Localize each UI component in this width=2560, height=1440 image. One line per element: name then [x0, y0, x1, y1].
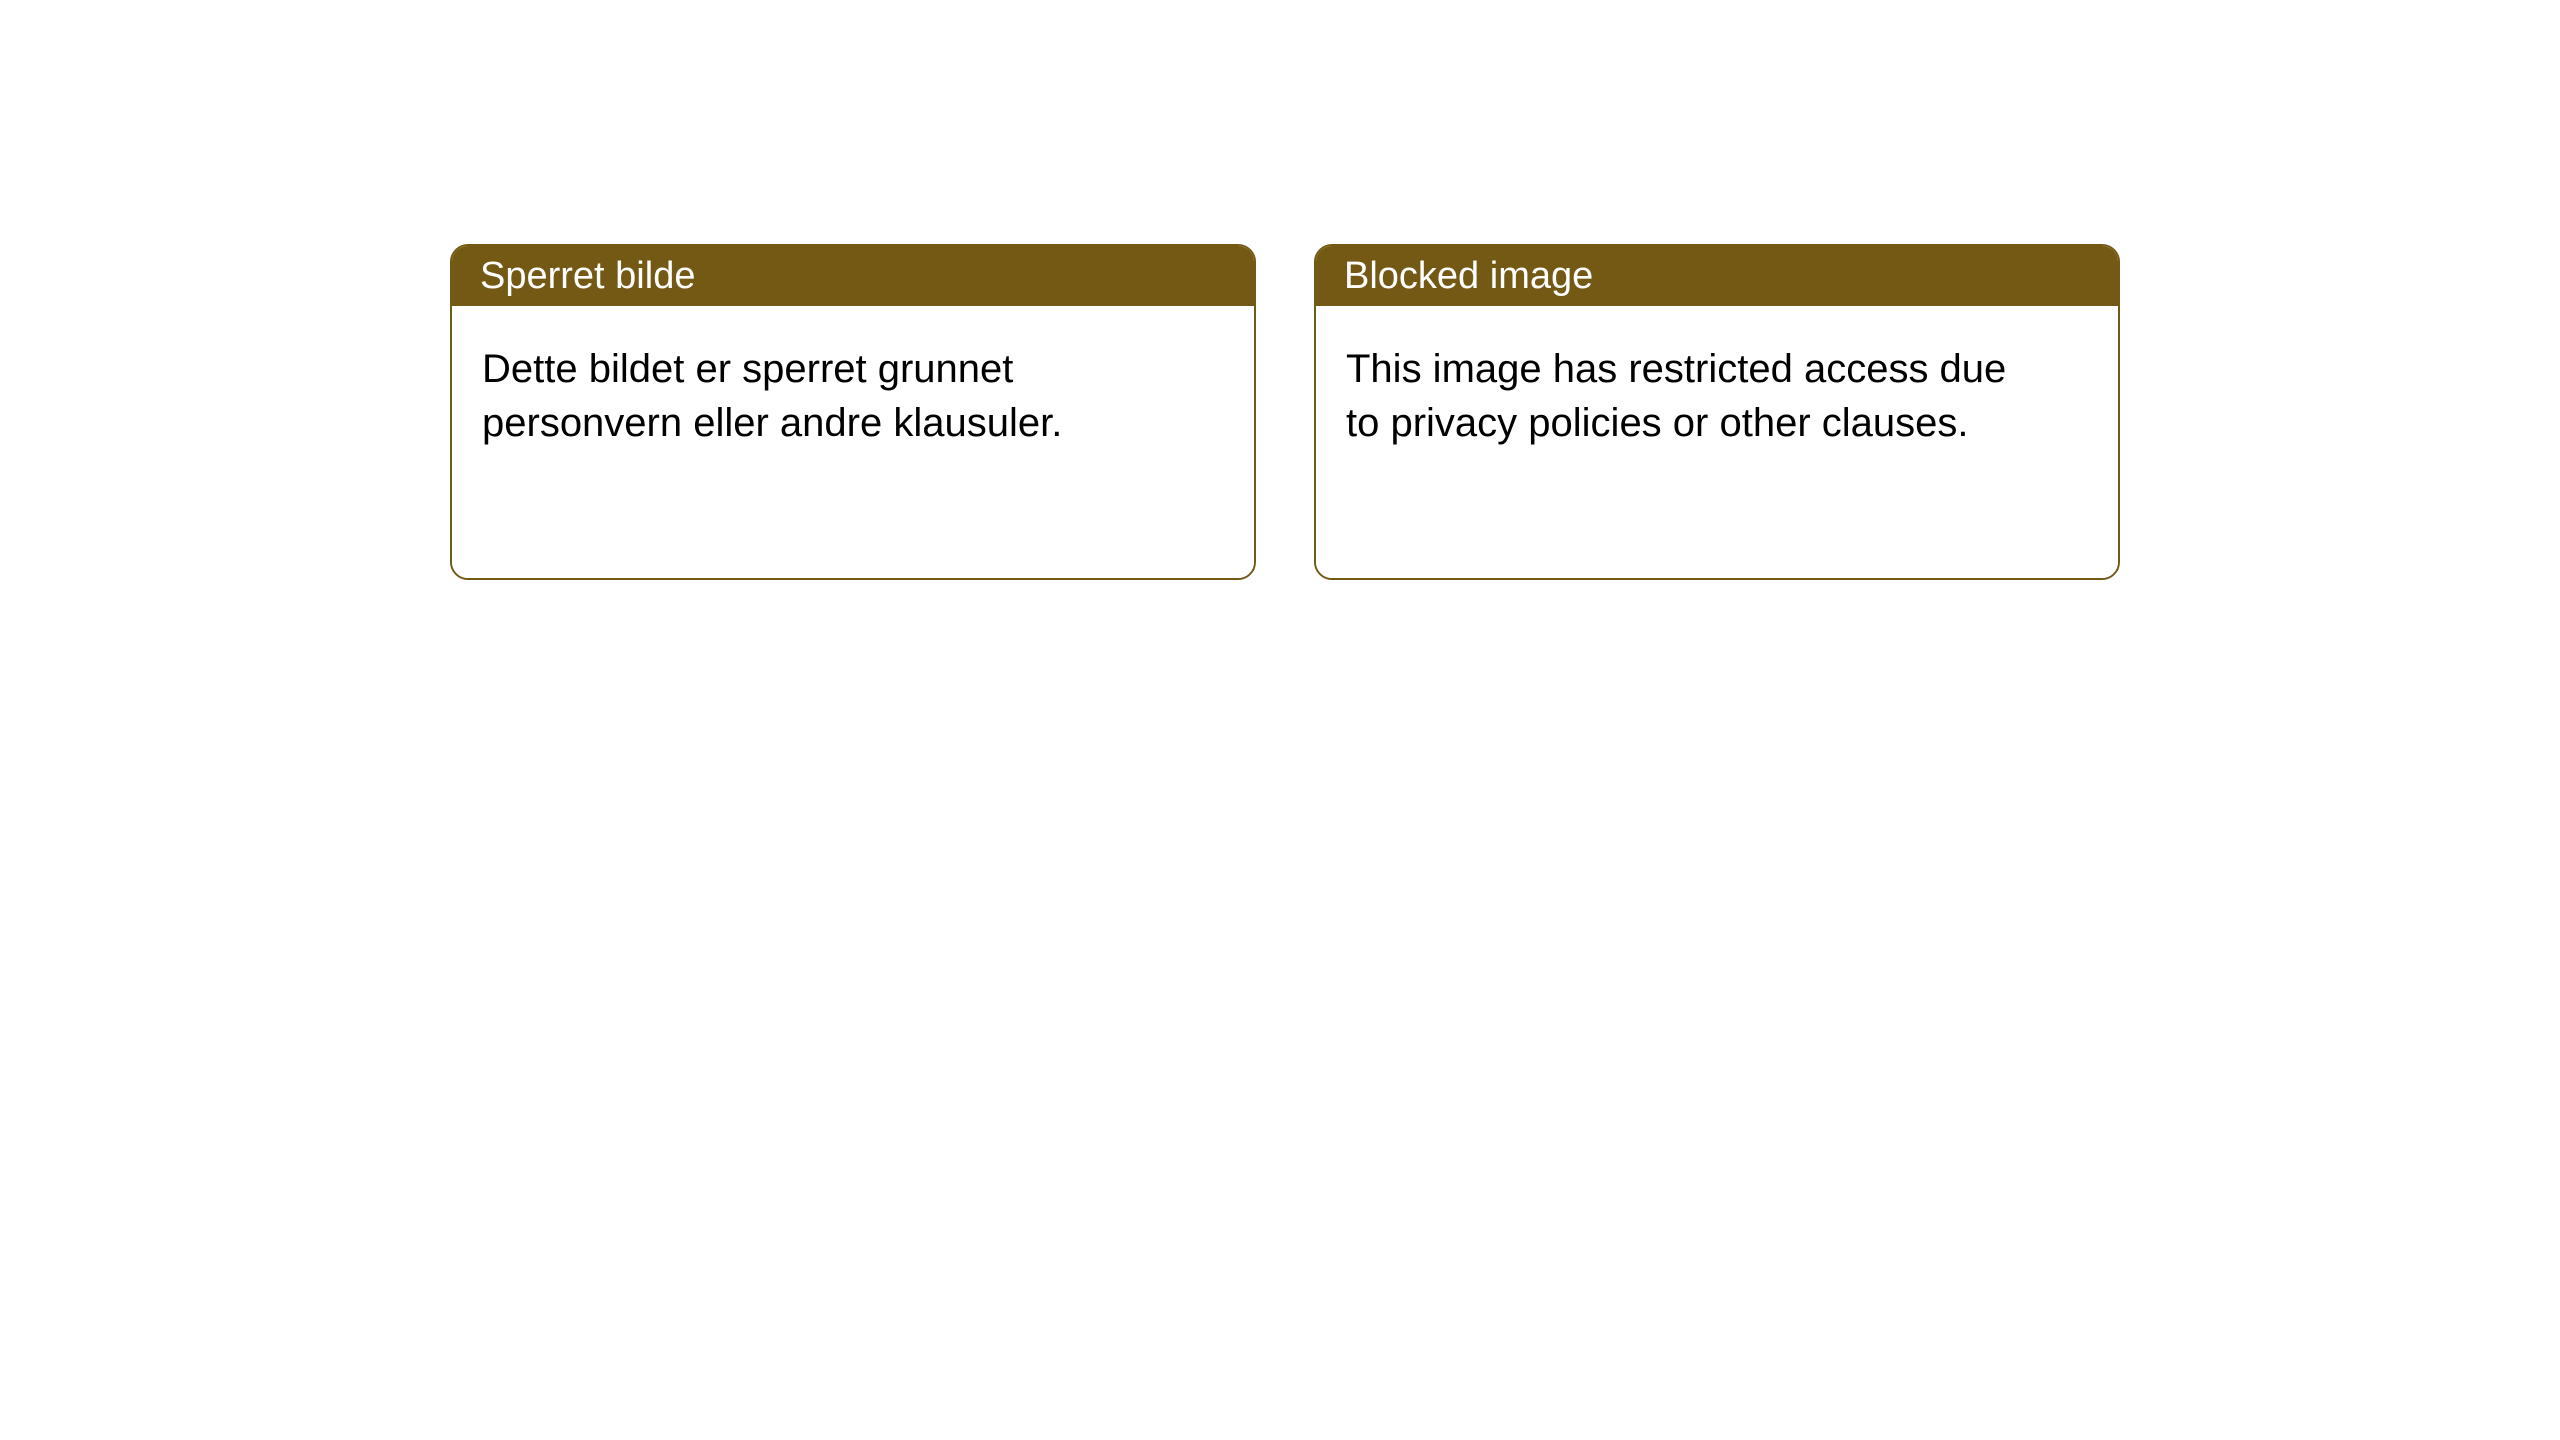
- notice-body-text: This image has restricted access due to …: [1346, 347, 2006, 445]
- notice-header: Blocked image: [1316, 246, 2118, 306]
- notice-header-text: Blocked image: [1344, 255, 1593, 298]
- notice-header: Sperret bilde: [452, 246, 1254, 306]
- notice-body-text: Dette bildet er sperret grunnet personve…: [482, 347, 1062, 445]
- notice-card-english: Blocked image This image has restricted …: [1314, 244, 2120, 580]
- notice-card-norwegian: Sperret bilde Dette bildet er sperret gr…: [450, 244, 1256, 580]
- notice-body: Dette bildet er sperret grunnet personve…: [452, 306, 1254, 578]
- notice-header-text: Sperret bilde: [480, 255, 695, 298]
- notice-body: This image has restricted access due to …: [1316, 306, 2118, 578]
- notice-container: Sperret bilde Dette bildet er sperret gr…: [450, 244, 2120, 580]
